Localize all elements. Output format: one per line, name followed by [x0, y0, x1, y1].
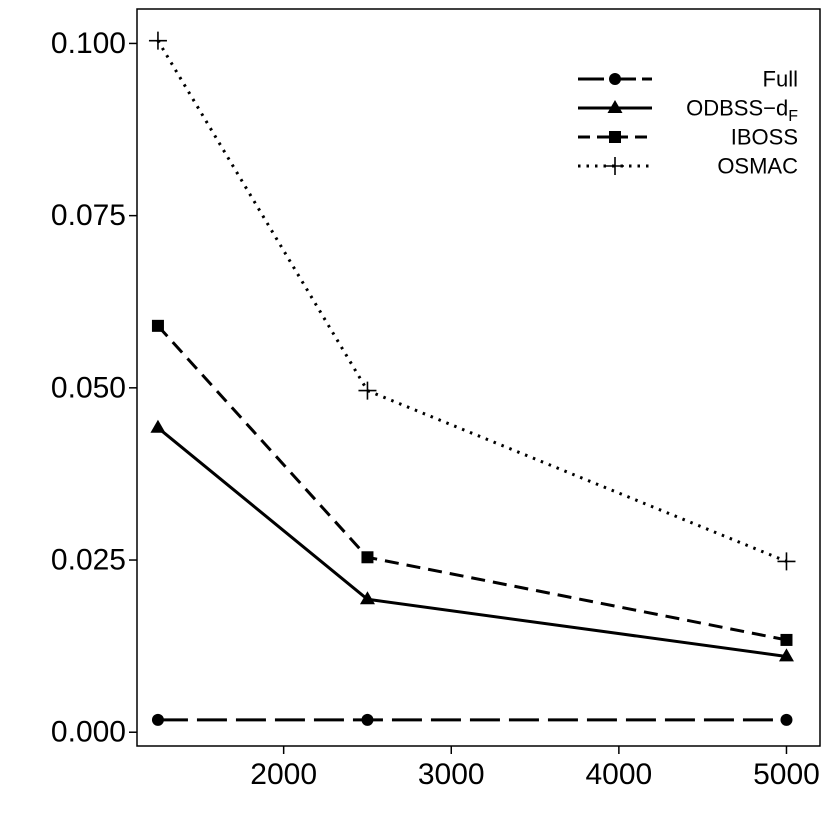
y-tick-label: 0.025	[51, 544, 126, 577]
legend-subscript: F	[788, 108, 798, 125]
x-tick-label: 3000	[418, 758, 485, 791]
data-point-odbss-d	[150, 419, 166, 433]
x-tick-label: 2000	[250, 758, 317, 791]
y-tick-label: 0.000	[51, 716, 126, 749]
data-point-full	[151, 713, 164, 726]
legend-label-iboss: IBOSS	[731, 125, 798, 150]
data-point-iboss	[780, 633, 793, 646]
y-tick-label: 0.075	[51, 199, 126, 232]
series-odbss-d	[150, 419, 794, 662]
legend-label-odbss-d: ODBSS−dF	[686, 96, 798, 126]
legend-marker-iboss	[609, 131, 621, 143]
data-point-odbss-d	[778, 648, 794, 662]
x-tick-label: 5000	[753, 758, 820, 791]
data-point-iboss	[151, 319, 164, 332]
data-point-osmac	[777, 552, 796, 571]
x-tick-label: 4000	[585, 758, 652, 791]
data-point-full	[780, 713, 793, 726]
axes: 0.000 0.025 0.050 0.075 0.100 2000 3000 4000 500…	[51, 27, 820, 791]
data-point-full	[361, 713, 374, 726]
legend-marker-full	[609, 73, 621, 85]
series-osmac	[148, 31, 796, 571]
plot-panel	[136, 8, 821, 747]
legend-marker-odbss-d	[607, 99, 623, 113]
legend-marker-osmac	[606, 157, 624, 175]
y-tick-label: 0.050	[51, 371, 126, 404]
series-full	[151, 713, 793, 726]
y-tick-label: 0.100	[51, 27, 126, 60]
data-point-iboss	[361, 551, 374, 564]
series-iboss	[151, 319, 793, 646]
legend-label-full: Full	[763, 67, 798, 92]
data-point-odbss-d	[359, 591, 375, 605]
series-group	[148, 31, 796, 726]
legend-label-osmac: OSMAC	[717, 154, 798, 179]
data-point-osmac	[148, 31, 167, 50]
data-point-osmac	[358, 381, 377, 400]
